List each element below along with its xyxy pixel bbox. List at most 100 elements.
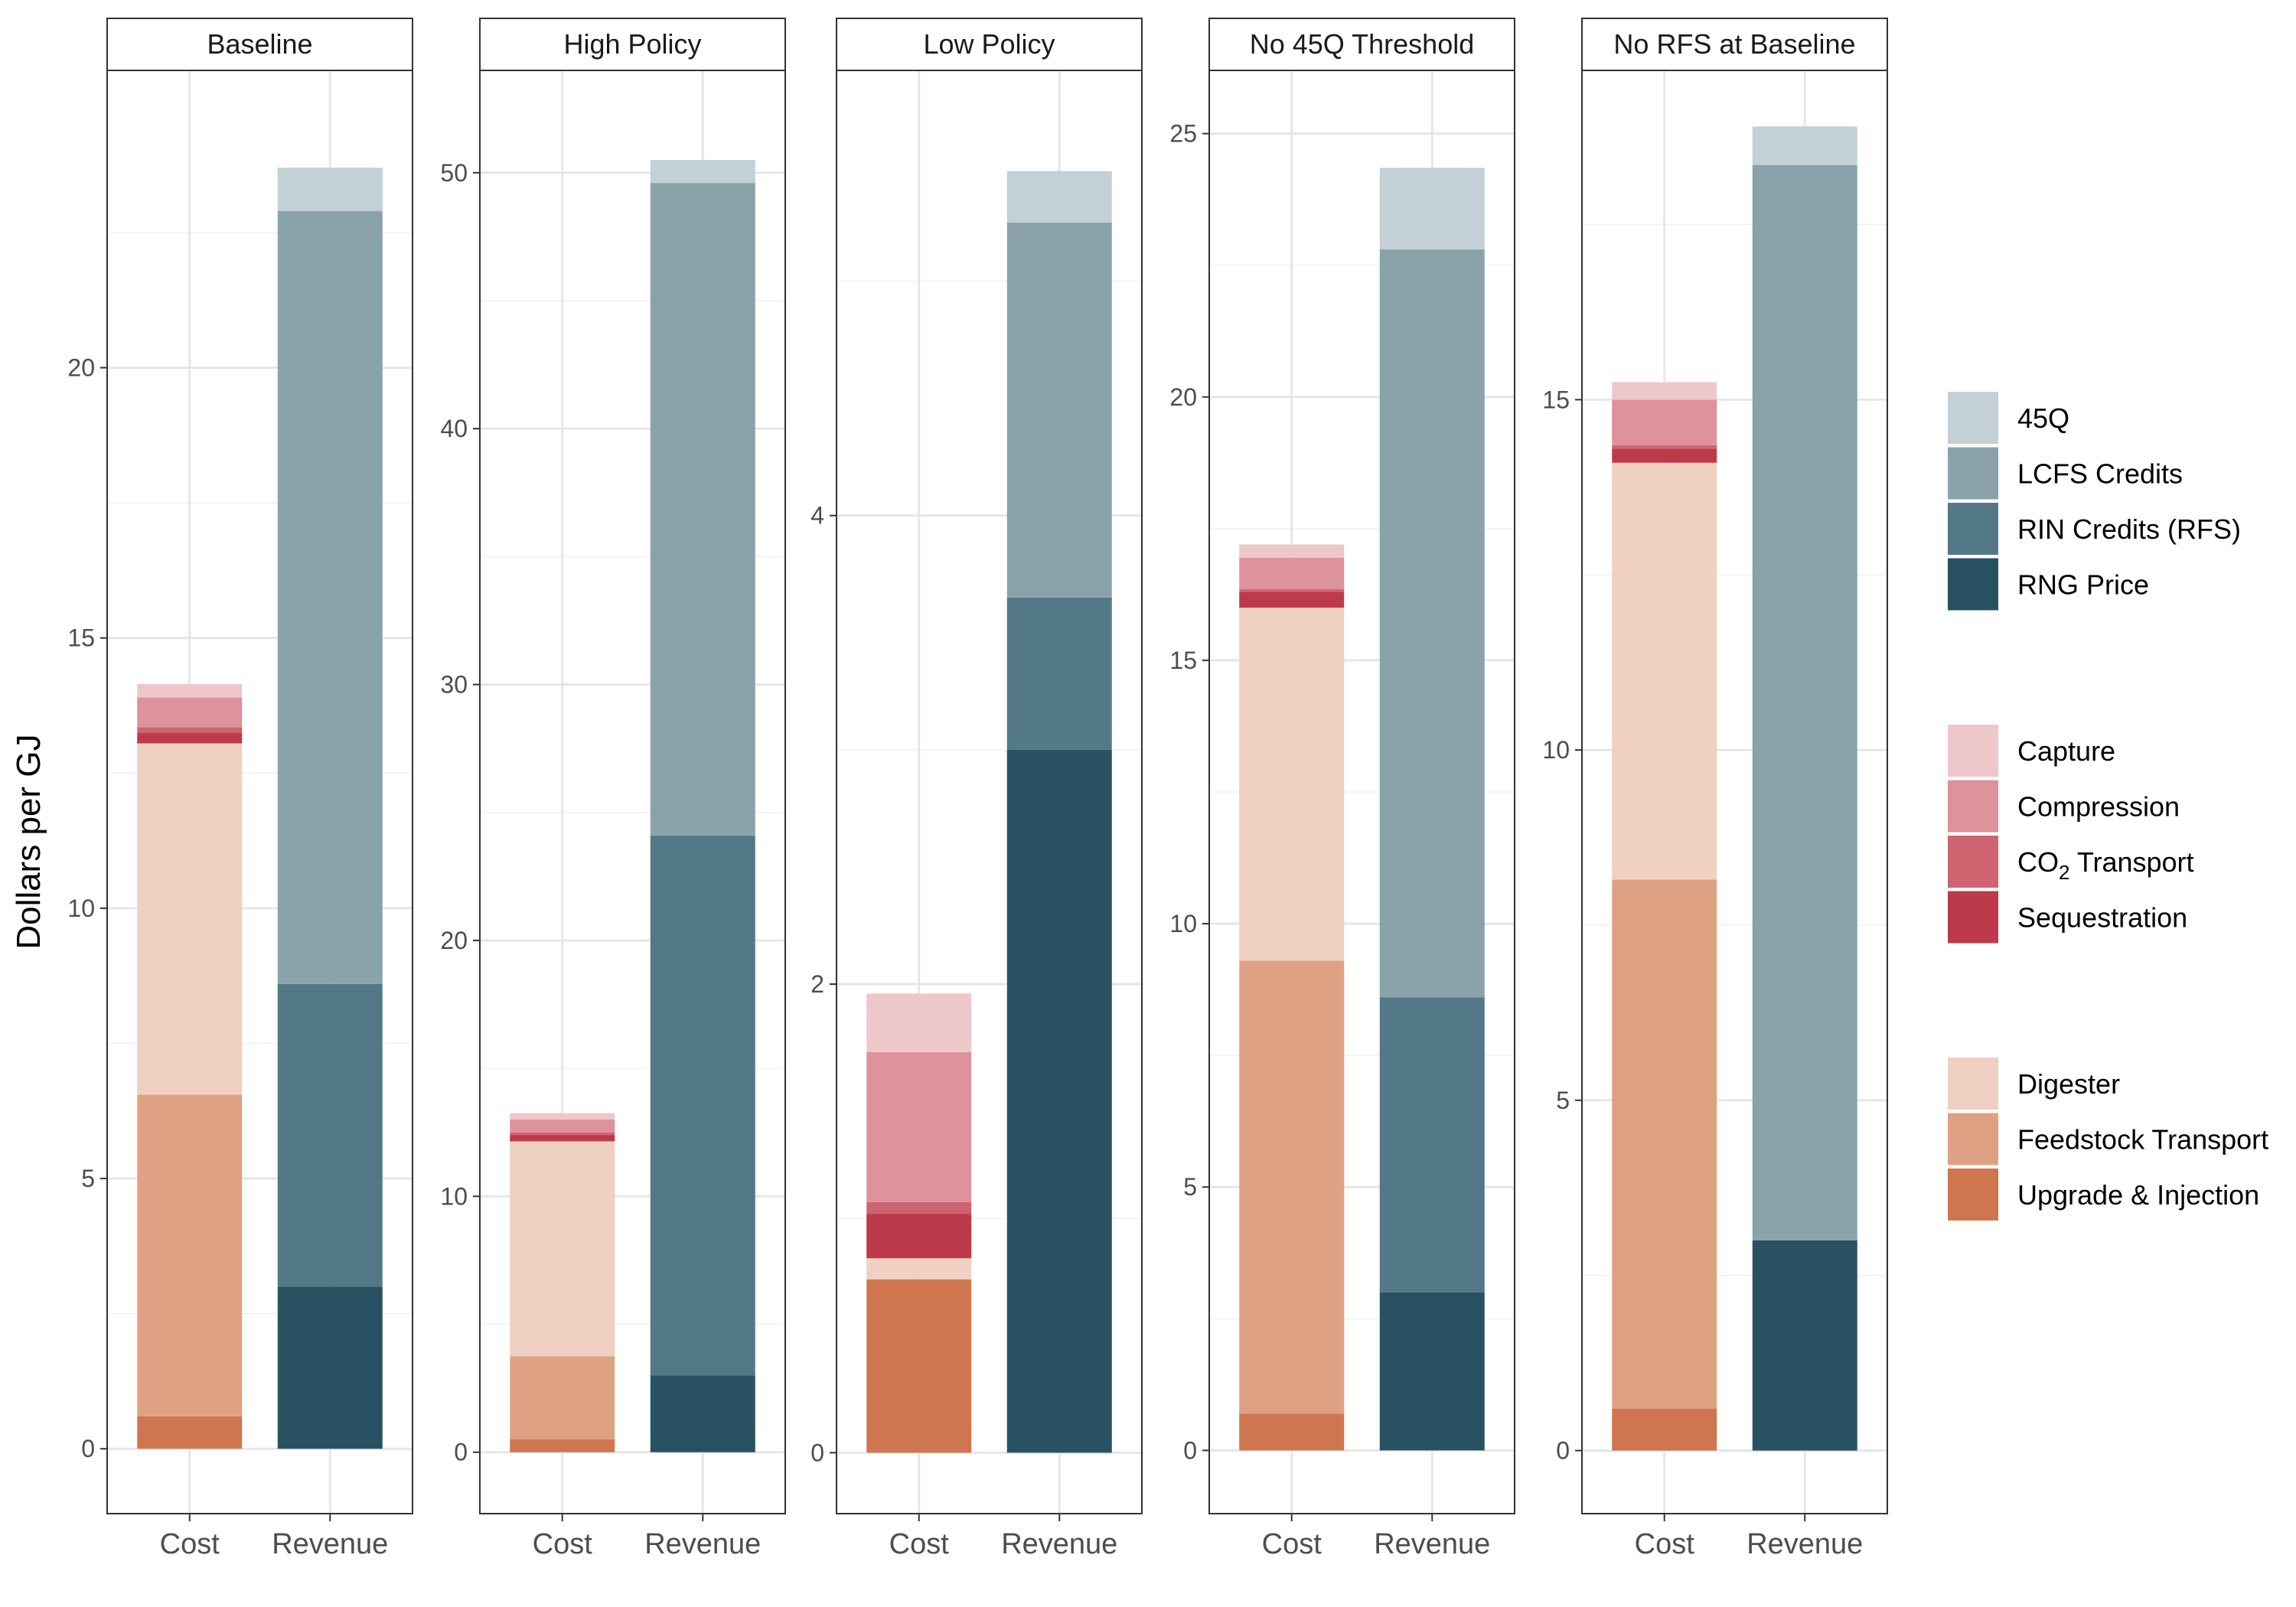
y-tick-label: 2: [810, 970, 824, 998]
legend-label: CO2 Transport: [2017, 846, 2194, 884]
bar-segment-cost-compression: [510, 1120, 615, 1133]
legend-group-3: Digester Feedstock Transport Upgrade & Inj…: [1948, 1058, 2268, 1221]
bar-segment-cost-co2-transport: [1612, 445, 1717, 449]
bar-segment-revenue-rng-price: [1006, 749, 1112, 1453]
y-tick-label: 10: [1169, 910, 1197, 937]
panel-border: [1208, 70, 1515, 1514]
legend-group-2: Capture Compression CO2 Transport Sequestra…: [1948, 725, 2194, 944]
bar-segment-revenue-rng-price: [1752, 1240, 1857, 1451]
bar-segment-revenue-rng-price: [277, 1286, 383, 1449]
bar-segment-cost-compression: [866, 1051, 972, 1202]
bar-segment-revenue-rin-credits-rfs: [1006, 597, 1112, 750]
y-tick-label: 15: [1169, 647, 1197, 674]
bar-segment-cost-capture: [510, 1113, 615, 1120]
bar-segment-revenue-lcfs-credits: [650, 183, 755, 836]
legend-item-capture: Capture: [1948, 725, 2115, 777]
y-tick-label: 30: [440, 671, 468, 699]
y-tick-label: 0: [810, 1439, 824, 1466]
y-tick-label: 20: [440, 927, 468, 954]
bar-segment-revenue-45q: [277, 168, 383, 211]
y-tick-label: 0: [1556, 1437, 1570, 1465]
panel-baseline: Baseline 0 5 10 15 20 Cost Revenue: [67, 18, 413, 1560]
legend-swatch: [1948, 392, 1998, 444]
y-tick-label: 20: [67, 354, 95, 382]
bar-segment-cost-capture: [1239, 544, 1345, 558]
x-tick-label-revenue: Revenue: [272, 1528, 388, 1560]
panel-border: [1581, 70, 1888, 1514]
bar-segment-cost-capture: [866, 993, 972, 1052]
bar-segment-revenue-45q: [1752, 126, 1857, 165]
x-tick-label-cost: Cost: [160, 1528, 220, 1560]
panel-border: [836, 70, 1143, 1514]
bar-segment-revenue-lcfs-credits: [277, 210, 383, 984]
panel-border: [106, 70, 413, 1514]
bar-segment-cost-compression: [1239, 557, 1345, 589]
y-tick-label: 10: [1542, 736, 1570, 764]
y-tick-label: 5: [1183, 1173, 1197, 1201]
legend: 45Q LCFS Credits RIN Credits (RFS) RNG Pric…: [1948, 392, 2268, 1221]
bar-segment-cost-compression: [1612, 399, 1717, 445]
legend-item-lcfs-credits: LCFS Credits: [1948, 447, 2183, 500]
bar-segment-cost-upgrade-injection: [866, 1279, 972, 1453]
bar-segment-cost-digester: [866, 1258, 972, 1279]
bar-segment-revenue-45q: [650, 160, 755, 184]
legend-swatch: [1948, 503, 1998, 555]
panel-strip: [1581, 18, 1888, 71]
panel-low-policy: Low Policy 0 2 4 Cost Revenue: [810, 18, 1143, 1560]
bar-segment-cost-co2-transport: [510, 1132, 615, 1136]
legend-swatch: [1948, 1113, 1998, 1165]
legend-group-1: 45Q LCFS Credits RIN Credits (RFS) RNG Pric…: [1948, 392, 2241, 611]
panel-title: High Policy: [563, 28, 701, 60]
y-tick-label: 10: [67, 895, 95, 922]
panel-strip: [479, 18, 786, 71]
legend-swatch: [1948, 891, 1998, 944]
legend-swatch: [1948, 558, 1998, 611]
bar-segment-cost-compression: [137, 697, 243, 728]
bar-segment-revenue-rng-price: [1379, 1292, 1485, 1451]
x-tick-label-revenue: Revenue: [644, 1528, 761, 1560]
y-tick-label: 15: [67, 624, 95, 652]
legend-item-digester: Digester: [1948, 1058, 2120, 1110]
legend-label: LCFS Credits: [2017, 458, 2183, 490]
bar-segment-cost-feedstock-transport: [510, 1356, 615, 1440]
bar-segment-revenue-rin-credits-rfs: [277, 983, 383, 1287]
y-tick-label: 25: [1169, 120, 1197, 148]
x-tick-label-cost: Cost: [889, 1528, 950, 1560]
bar-segment-cost-sequestration: [1239, 592, 1345, 608]
bar-segment-cost-upgrade-injection: [1612, 1408, 1717, 1451]
bar-segment-cost-digester: [510, 1141, 615, 1357]
bar-segment-revenue-rng-price: [650, 1375, 755, 1452]
y-tick-label: 0: [81, 1435, 95, 1462]
legend-label: 45Q: [2017, 403, 2069, 434]
bar-segment-revenue-45q: [1006, 171, 1112, 223]
legend-item-sequestration: Sequestration: [1948, 891, 2187, 944]
bar-segment-cost-feedstock-transport: [1239, 960, 1345, 1414]
legend-item-co2-transport: CO2 Transport: [1948, 836, 2194, 888]
bar-segment-cost-co2-transport: [1239, 588, 1345, 592]
bar-segment-cost-upgrade-injection: [510, 1439, 615, 1452]
legend-swatch: [1948, 836, 1998, 888]
y-tick-label: 50: [440, 159, 468, 187]
y-tick-label: 5: [1556, 1087, 1570, 1114]
panel-strip: [1208, 18, 1515, 71]
panel-no-rfs-at-baseline: No RFS at Baseline 0 5 10 15 Cost Revenue: [1542, 18, 1888, 1560]
panel-no-45q-threshold: No 45Q Threshold 0 5 10 15 20 25 Cost Revenue: [1169, 18, 1515, 1560]
panel-title: Low Policy: [923, 28, 1055, 60]
legend-item-compression: Compression: [1948, 780, 2180, 833]
legend-label: Compression: [2017, 791, 2180, 823]
legend-item-feedstock-transport: Feedstock Transport: [1948, 1113, 2268, 1165]
legend-item-rin-credits-rfs: RIN Credits (RFS): [1948, 503, 2241, 555]
bar-segment-cost-sequestration: [137, 732, 243, 744]
panel-border: [479, 70, 786, 1514]
y-axis-title: Dollars per GJ: [10, 734, 47, 949]
bar-segment-revenue-rin-credits-rfs: [1379, 997, 1485, 1292]
panel-title: Baseline: [207, 28, 312, 60]
bar-segment-cost-co2-transport: [866, 1201, 972, 1214]
legend-swatch: [1948, 725, 1998, 777]
bar-segment-cost-feedstock-transport: [1612, 879, 1717, 1409]
x-tick-label-cost: Cost: [533, 1528, 593, 1560]
bar-segment-cost-capture: [1612, 382, 1717, 400]
legend-label: Upgrade & Injection: [2017, 1179, 2259, 1211]
y-tick-label: 0: [454, 1439, 468, 1466]
